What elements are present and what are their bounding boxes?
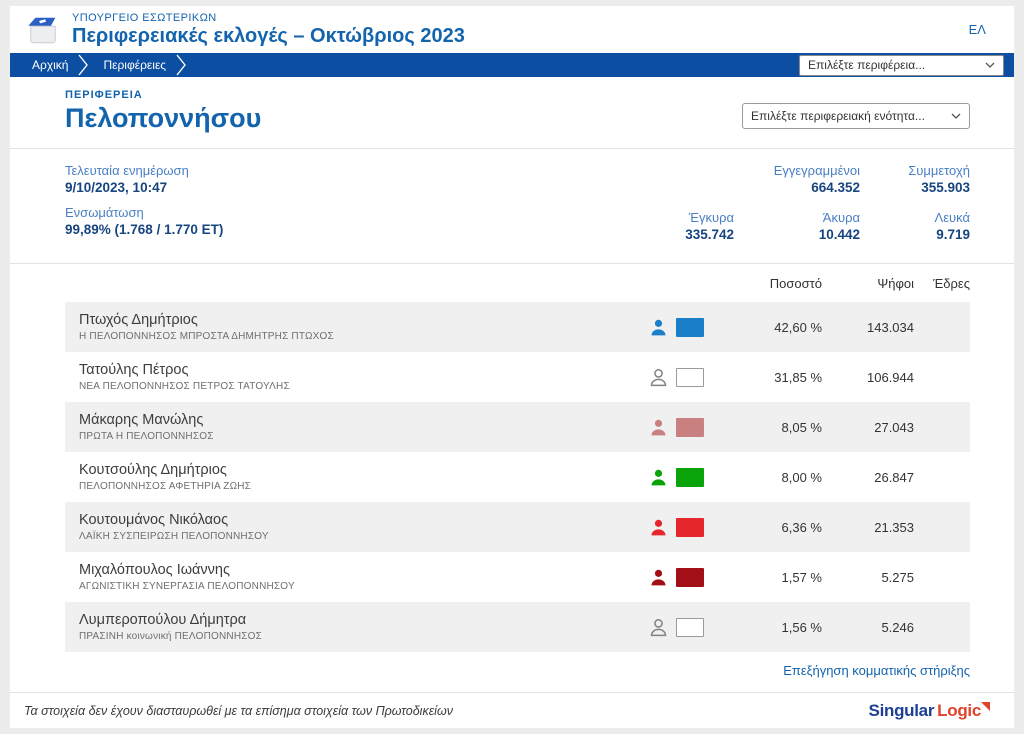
candidate-name: Μάκαρης Μανώλης bbox=[79, 412, 204, 429]
party-support-icons bbox=[648, 317, 722, 338]
integration-value: 99,89% (1.768 / 1.770 ΕΤ) bbox=[65, 222, 224, 238]
candidate-name: Πτωχός Δημήτριος bbox=[79, 312, 198, 329]
candidate-party: ΠΡΩΤΑ Η ΠΕΛΟΠΟΝΝΗΣΟΣ bbox=[79, 431, 214, 443]
region-select-placeholder: Επιλέξτε περιφέρεια... bbox=[808, 58, 926, 73]
party-support-icons bbox=[648, 567, 722, 588]
candidate-name: Μιχαλόπουλος Ιωάννης bbox=[79, 562, 230, 579]
party-support-icons bbox=[648, 417, 722, 438]
divider bbox=[10, 148, 1014, 150]
stats-section: Τελευταία ενημέρωση 9/10/2023, 10:47 Ενσ… bbox=[10, 149, 1014, 263]
candidate-votes: 26.847 bbox=[874, 469, 914, 485]
candidate-percent: 1,57 % bbox=[781, 569, 822, 585]
header-percent: Ποσοστό bbox=[769, 275, 822, 291]
breadcrumb-home[interactable]: Αρχική bbox=[32, 58, 69, 73]
last-update-value: 9/10/2023, 10:47 bbox=[65, 180, 168, 196]
disclaimer-text: Τα στοιχεία δεν έχουν διασταυρωθεί με τα… bbox=[24, 703, 453, 718]
singularlogic-logo: Singular Logic bbox=[869, 701, 990, 721]
party-flag-swatch bbox=[676, 317, 704, 337]
party-support-icons bbox=[648, 367, 722, 388]
chevron-right-icon bbox=[176, 54, 187, 76]
valid-stat: Έγκυρα 335.742 bbox=[685, 210, 734, 243]
chevron-down-icon bbox=[939, 113, 961, 120]
invalid-stat: Άκυρα 10.442 bbox=[818, 210, 860, 243]
candidate-percent: 8,05 % bbox=[781, 419, 822, 435]
party-support-icons bbox=[648, 467, 722, 488]
candidate-votes: 21.353 bbox=[874, 519, 914, 535]
unit-select-placeholder: Επιλέξτε περιφερειακή ενότητα... bbox=[751, 109, 925, 124]
last-update-label: Τελευταία ενημέρωση bbox=[65, 163, 189, 179]
person-icon bbox=[651, 419, 666, 436]
header-votes: Ψήφοι bbox=[877, 275, 914, 291]
candidate-name: Κουτουμάνος Νικόλαος bbox=[79, 512, 229, 529]
candidate-percent: 42,60 % bbox=[774, 319, 822, 335]
turnout-stat: Συμμετοχή 355.903 bbox=[908, 163, 970, 196]
candidate-percent: 1,56 % bbox=[781, 619, 822, 635]
header-seats: Έδρες bbox=[933, 275, 970, 291]
person-icon bbox=[651, 469, 666, 486]
blank-stat: Λευκά 9.719 bbox=[934, 210, 970, 243]
chevron-down-icon bbox=[973, 62, 995, 69]
table-header-row: Ποσοστό Ψήφοι Έδρες bbox=[65, 264, 970, 302]
candidate-party: ΑΓΩΝΙΣΤΙΚΗ ΣΥΝΕΡΓΑΣΙΑ ΠΕΛΟΠΟΝΝΗΣΟΥ bbox=[79, 581, 295, 593]
candidate-percent: 6,36 % bbox=[781, 519, 822, 535]
candidate-votes: 106.944 bbox=[867, 369, 914, 385]
candidate-row[interactable]: Λυμπεροπούλου Δήμητρα ΠΡΑΣΙΝΗ κοινωνική … bbox=[65, 602, 970, 653]
candidate-row[interactable]: Μάκαρης Μανώλης ΠΡΩΤΑ Η ΠΕΛΟΠΟΝΝΗΣΟΣ 8,0… bbox=[65, 402, 970, 453]
party-support-icons bbox=[648, 517, 722, 538]
page-footer: Τα στοιχεία δεν έχουν διασταυρωθεί με τα… bbox=[10, 692, 1014, 728]
candidate-row[interactable]: Κουτουμάνος Νικόλαος ΛΑΪΚΗ ΣΥΣΠΕΙΡΩΣΗ ΠΕ… bbox=[65, 502, 970, 553]
person-icon bbox=[651, 519, 666, 536]
candidate-name: Κουτσούλης Δημήτριος bbox=[79, 462, 227, 479]
breadcrumb-regions[interactable]: Περιφέρειες bbox=[103, 58, 167, 73]
divider bbox=[10, 263, 1014, 265]
party-flag-swatch bbox=[676, 617, 704, 637]
page-title: Πελοποννήσου bbox=[65, 103, 262, 134]
party-support-legend-link[interactable]: Επεξήγηση κομματικής στήριξης bbox=[783, 663, 970, 679]
unit-select[interactable]: Επιλέξτε περιφερειακή ενότητα... bbox=[742, 103, 970, 130]
person-icon bbox=[650, 368, 667, 386]
candidate-party: ΛΑΪΚΗ ΣΥΣΠΕΙΡΩΣΗ ΠΕΛΟΠΟΝΝΗΣΟΥ bbox=[79, 531, 269, 543]
ballot-box-icon bbox=[28, 17, 56, 43]
app-header: ΥΠΟΥΡΓΕΙΟ ΕΣΩΤΕΡΙΚΩΝ Περιφερειακές εκλογ… bbox=[10, 6, 1014, 54]
registered-stat: Εγγεγραμμένοι 664.352 bbox=[773, 163, 860, 196]
chevron-right-icon bbox=[78, 54, 89, 76]
candidate-row[interactable]: Μιχαλόπουλος Ιωάννης ΑΓΩΝΙΣΤΙΚΗ ΣΥΝΕΡΓΑΣ… bbox=[65, 552, 970, 602]
candidate-name: Τατούλης Πέτρος bbox=[79, 362, 189, 379]
page-container: ΥΠΟΥΡΓΕΙΟ ΕΣΩΤΕΡΙΚΩΝ Περιφερειακές εκλογ… bbox=[10, 6, 1014, 728]
candidate-party: ΠΡΑΣΙΝΗ κοινωνική ΠΕΛΟΠΟΝΝΗΣΟΣ bbox=[79, 631, 262, 643]
party-flag-swatch bbox=[676, 567, 704, 587]
language-switch[interactable]: ΕΛ bbox=[968, 22, 986, 38]
party-support-icons bbox=[648, 617, 722, 638]
candidate-votes: 5.275 bbox=[881, 569, 914, 585]
person-icon bbox=[651, 569, 666, 586]
logo-flag-icon bbox=[981, 701, 990, 711]
party-flag-swatch bbox=[676, 417, 704, 437]
party-flag-swatch bbox=[676, 367, 704, 387]
party-flag-swatch bbox=[676, 467, 704, 487]
candidate-party: Η ΠΕΛΟΠΟΝΝΗΣΟΣ ΜΠΡΟΣΤΑ ΔΗΜΗΤΡΗΣ ΠΤΩΧΟΣ bbox=[79, 331, 334, 343]
candidate-percent: 31,85 % bbox=[774, 369, 822, 385]
candidate-name: Λυμπεροπούλου Δήμητρα bbox=[79, 612, 247, 629]
candidate-party: ΠΕΛΟΠΟΝΝΗΣΟΣ ΑΦΕΤΗΡΙΑ ΖΩΗΣ bbox=[79, 481, 252, 493]
candidate-votes: 5.246 bbox=[881, 619, 914, 635]
ministry-label: ΥΠΟΥΡΓΕΙΟ ΕΣΩΤΕΡΙΚΩΝ bbox=[72, 11, 217, 24]
party-flag-swatch bbox=[676, 517, 704, 537]
candidate-row[interactable]: Κουτσούλης Δημήτριος ΠΕΛΟΠΟΝΝΗΣΟΣ ΑΦΕΤΗΡ… bbox=[65, 452, 970, 502]
candidate-percent: 8,00 % bbox=[781, 469, 822, 485]
person-icon bbox=[650, 618, 667, 636]
candidate-party: ΝΕΑ ΠΕΛΟΠΟΝΝΗΣΟΣ ΠΕΤΡΟΣ ΤΑΤΟΥΛΗΣ bbox=[79, 381, 290, 393]
app-title: Περιφερειακές εκλογές – Οκτώβριος 2023 bbox=[72, 24, 465, 47]
candidate-votes: 143.034 bbox=[867, 319, 914, 335]
candidate-row[interactable]: Τατούλης Πέτρος ΝΕΑ ΠΕΛΟΠΟΝΝΗΣΟΣ ΠΕΤΡΟΣ … bbox=[65, 352, 970, 402]
region-kicker: ΠΕΡΙΦΕΡΕΙΑ bbox=[65, 89, 143, 102]
person-icon bbox=[651, 319, 666, 336]
breadcrumb-bar: Αρχική Περιφέρειες Επιλέξτε περιφέρεια..… bbox=[10, 53, 1014, 78]
candidate-votes: 27.043 bbox=[874, 419, 914, 435]
candidate-row[interactable]: Πτωχός Δημήτριος Η ΠΕΛΟΠΟΝΝΗΣΟΣ ΜΠΡΟΣΤΑ … bbox=[65, 302, 970, 353]
region-select[interactable]: Επιλέξτε περιφέρεια... bbox=[799, 54, 1004, 76]
results-table: Ποσοστό Ψήφοι Έδρες Πτωχός Δημήτριος Η Π… bbox=[10, 264, 1014, 692]
integration-label: Ενσωμάτωση bbox=[65, 205, 144, 221]
region-title-section: ΠΕΡΙΦΕΡΕΙΑ Πελοποννήσου Επιλέξτε περιφερ… bbox=[10, 77, 1014, 148]
